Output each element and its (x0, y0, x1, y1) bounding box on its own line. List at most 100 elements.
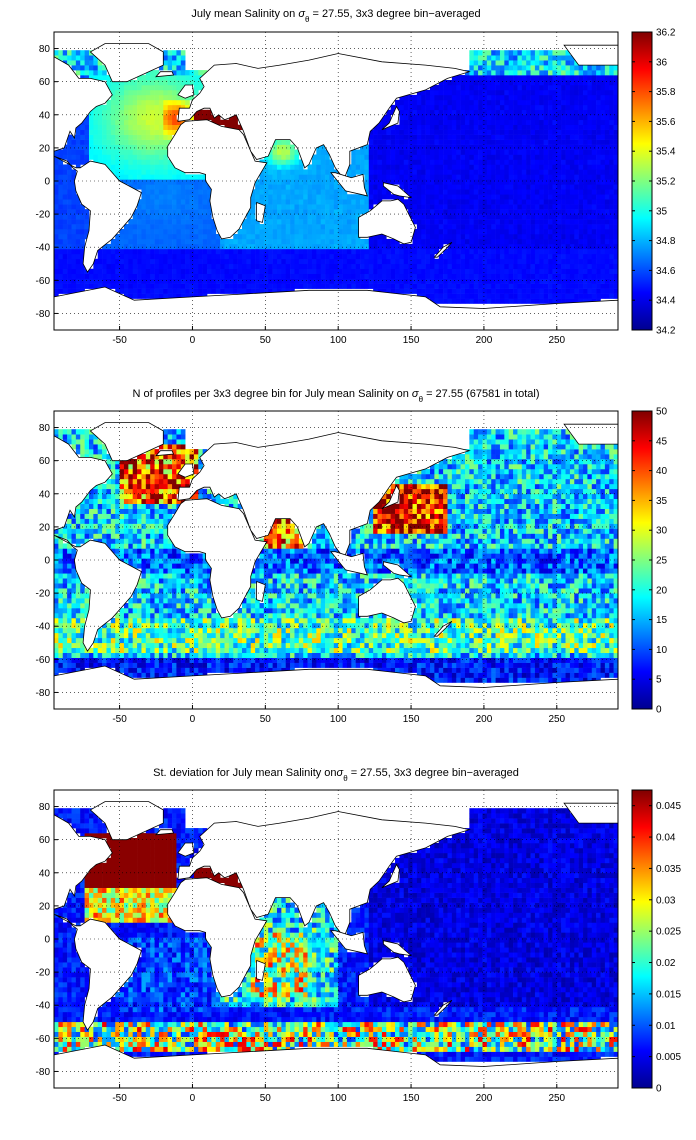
data-cell (530, 75, 536, 81)
data-cell (294, 194, 300, 200)
data-cell (469, 214, 475, 220)
data-cell (386, 129, 391, 135)
data-cell (469, 667, 475, 673)
data-cell (281, 278, 287, 284)
data-cell (220, 258, 225, 265)
data-cell (569, 124, 575, 130)
data-cell (268, 278, 273, 284)
data-cell (469, 70, 475, 76)
data-cell (106, 253, 112, 260)
data-cell (421, 109, 426, 116)
data-cell (141, 94, 147, 101)
data-cell (259, 273, 265, 279)
data-cell (569, 114, 575, 121)
data-cell (530, 298, 536, 304)
data-cell (272, 238, 278, 245)
data-cell (491, 114, 496, 121)
data-cell (176, 268, 182, 275)
data-cell (604, 248, 610, 255)
data-cell (526, 204, 531, 210)
data-cell (290, 248, 295, 255)
data-cell (58, 219, 64, 225)
data-cell (259, 229, 265, 235)
data-cell (438, 109, 444, 116)
data-cell (430, 233, 435, 240)
data-cell (508, 149, 514, 155)
data-cell (473, 169, 479, 175)
data-cell (482, 199, 488, 205)
data-cell (263, 174, 269, 180)
data-cell (451, 144, 457, 150)
data-cell (119, 174, 125, 180)
data-cell (587, 288, 593, 294)
data-cell (145, 94, 151, 101)
data-cell (464, 293, 470, 299)
data-cell (395, 238, 400, 245)
data-cell (377, 288, 383, 294)
data-cell (408, 204, 413, 210)
data-cell (548, 677, 553, 683)
data-cell (193, 219, 199, 225)
data-cell (460, 209, 466, 215)
data-cell (561, 209, 566, 215)
data-cell (517, 233, 523, 240)
data-cell (508, 104, 514, 111)
data-cell (460, 114, 466, 121)
data-cell (193, 253, 199, 260)
data-cell (141, 662, 147, 668)
data-cell (517, 169, 523, 175)
data-cell (158, 283, 164, 289)
data-cell (486, 139, 492, 145)
data-cell (128, 273, 133, 279)
data-cell (578, 99, 584, 106)
data-cell (132, 84, 138, 91)
data-cell (609, 129, 614, 135)
data-cell (561, 258, 566, 265)
data-cell (600, 80, 606, 86)
data-cell (583, 672, 588, 678)
data-cell (574, 229, 579, 235)
data-cell (381, 114, 387, 121)
data-cell (123, 159, 129, 165)
data-cell (228, 119, 234, 126)
data-cell (425, 268, 431, 275)
data-cell (469, 189, 475, 195)
data-cell (268, 253, 273, 260)
data-cell (355, 238, 361, 245)
data-cell (569, 189, 575, 195)
data-cell (443, 248, 448, 255)
coastline (383, 182, 413, 199)
data-cell (534, 224, 540, 230)
data-cell (521, 278, 527, 284)
data-cell (447, 253, 453, 260)
data-cell (543, 70, 549, 76)
data-cell (141, 134, 147, 140)
data-cell (460, 139, 466, 145)
data-cell (176, 89, 182, 96)
data-cell (193, 263, 199, 270)
data-cell (137, 80, 142, 86)
data-cell (342, 253, 348, 260)
data-cell (609, 672, 614, 678)
data-cell (464, 677, 470, 683)
data-cell (478, 179, 483, 185)
data-cell (609, 149, 614, 155)
data-cell (281, 154, 287, 160)
data-cell (123, 174, 129, 180)
data-cell (399, 114, 405, 121)
data-cell (211, 263, 217, 270)
data-cell (504, 169, 509, 175)
data-cell (552, 278, 558, 284)
data-cell (237, 243, 243, 250)
data-cell (421, 104, 426, 111)
data-cell (591, 219, 597, 225)
data-cell (338, 243, 343, 250)
data-cell (145, 169, 151, 175)
data-cell (412, 149, 418, 155)
data-cell (552, 179, 558, 185)
data-cell (596, 293, 601, 299)
data-cell (539, 144, 544, 150)
data-cell (491, 219, 496, 225)
data-cell (163, 109, 168, 116)
data-cell (443, 134, 448, 140)
